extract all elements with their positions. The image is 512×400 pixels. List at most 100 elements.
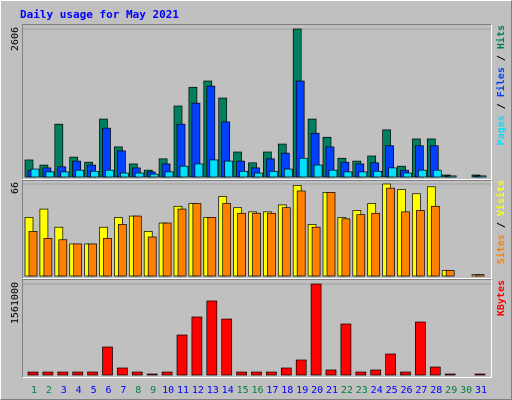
- legend: KBytes: [496, 280, 507, 316]
- bar: [236, 371, 247, 376]
- x-tick-label: 11: [177, 385, 189, 396]
- bar: [147, 236, 157, 277]
- x-tick-label: 18: [281, 385, 293, 396]
- x-tick-label: 19: [296, 385, 308, 396]
- bar: [388, 167, 397, 178]
- bar: [164, 171, 174, 178]
- x-tick-label: 3: [61, 385, 67, 396]
- y-tick-label: 66: [10, 182, 21, 194]
- panel-bevel-dark: [22, 180, 492, 279]
- bar: [60, 171, 70, 178]
- bar: [280, 367, 292, 376]
- bar: [283, 168, 293, 178]
- x-tick-label: 6: [105, 385, 111, 396]
- x-tick-label: 14: [222, 385, 234, 396]
- bar: [102, 346, 113, 376]
- x-tick-label: 30: [460, 385, 472, 396]
- bar: [415, 321, 426, 376]
- legend: Sites / Visits: [495, 180, 507, 264]
- panel: [22, 279, 492, 377]
- bar: [418, 169, 427, 178]
- bar: [447, 175, 457, 178]
- x-tick-label: 23: [356, 385, 368, 396]
- bar: [192, 203, 202, 277]
- bar: [224, 160, 234, 178]
- bar: [267, 212, 276, 277]
- bar: [209, 159, 219, 178]
- bar: [444, 373, 456, 376]
- x-tick-label: 10: [162, 385, 174, 396]
- bar: [221, 318, 233, 376]
- x-tick-label: 26: [400, 385, 412, 396]
- x-tick-label: 29: [445, 385, 457, 396]
- y-tick-label: 2606: [10, 27, 21, 51]
- x-tick-label: 7: [120, 385, 126, 396]
- bar: [281, 207, 291, 277]
- bar: [120, 172, 129, 178]
- x-tick-label: 25: [386, 385, 398, 396]
- bar: [251, 371, 262, 376]
- bar: [132, 215, 142, 277]
- bar: [42, 371, 54, 376]
- bar: [269, 170, 278, 178]
- x-tick-label: 24: [371, 385, 383, 396]
- bar: [296, 190, 306, 277]
- bar: [146, 373, 158, 376]
- legend-separator: /: [496, 49, 507, 67]
- legend-entry: Hits: [495, 25, 507, 49]
- x-tick-label: 28: [430, 385, 442, 396]
- bar: [475, 274, 485, 277]
- bar: [28, 231, 38, 277]
- bar: [161, 371, 173, 376]
- bar: [325, 369, 337, 376]
- bar: [477, 175, 487, 178]
- panel-bevel-light: [22, 180, 492, 279]
- bar: [57, 371, 69, 376]
- bar: [58, 239, 68, 277]
- bar: [27, 371, 39, 376]
- bar: [149, 173, 159, 178]
- bar: [90, 170, 99, 178]
- panel-bevel-light: [22, 24, 492, 180]
- bar: [445, 270, 455, 277]
- bar: [117, 367, 128, 376]
- bar: [102, 127, 111, 178]
- x-tick-label: 9: [150, 385, 156, 396]
- bar: [43, 238, 53, 277]
- bar: [237, 212, 246, 277]
- bar: [87, 371, 98, 376]
- bar: [385, 353, 396, 376]
- x-tick-label: 12: [192, 385, 204, 396]
- bar: [206, 300, 218, 376]
- panel-bevel-dark: [22, 24, 492, 180]
- x-tick-label: 27: [415, 385, 427, 396]
- legend-entry: Sites: [495, 234, 507, 264]
- x-tick-label: 5: [91, 385, 97, 396]
- legend-entry: Pages: [496, 115, 507, 145]
- bar: [356, 214, 366, 277]
- x-tick-label: 31: [475, 385, 487, 396]
- bar: [45, 171, 55, 178]
- bar: [252, 212, 261, 277]
- bar: [72, 371, 84, 376]
- bar: [430, 205, 440, 277]
- bar: [103, 238, 112, 277]
- bar: [191, 316, 203, 376]
- bar: [328, 169, 338, 178]
- legend: Pages / Files / Hits: [495, 25, 507, 145]
- x-tick-label: 1: [31, 385, 37, 396]
- bar: [403, 172, 412, 178]
- bar: [118, 224, 127, 277]
- legend-separator: /: [496, 216, 507, 234]
- bar: [73, 243, 83, 277]
- bar: [207, 217, 217, 277]
- legend-entry: Files: [495, 67, 507, 97]
- bar: [298, 157, 308, 178]
- bar: [432, 169, 442, 178]
- bar: [176, 334, 188, 376]
- x-tick-label: 2: [46, 385, 52, 396]
- bar: [343, 171, 353, 178]
- x-tick-label: 4: [76, 385, 82, 396]
- x-tick-label: 16: [251, 385, 263, 396]
